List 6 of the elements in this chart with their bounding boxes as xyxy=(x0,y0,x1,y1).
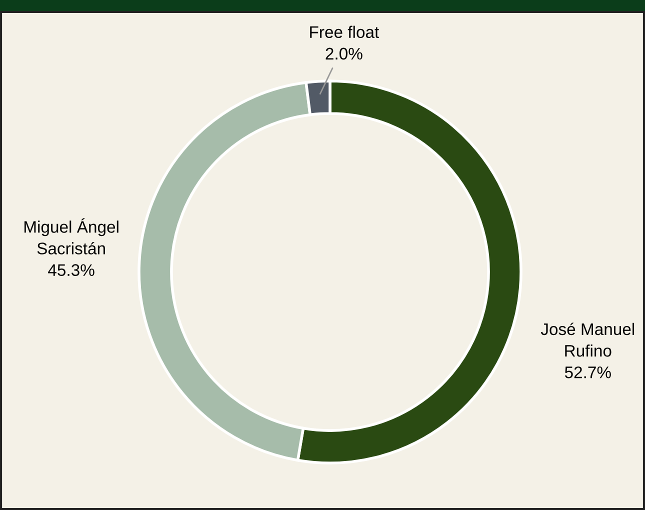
data-label: 45.3% xyxy=(48,264,94,276)
data-label: 52.7% xyxy=(564,366,611,378)
slice-label: Miguel Ángel Sacristán xyxy=(24,218,118,254)
data-label: 2.0% xyxy=(326,48,362,60)
slice-label: José Manuel Rufino xyxy=(540,322,634,357)
slice-label: Free float xyxy=(310,26,380,38)
